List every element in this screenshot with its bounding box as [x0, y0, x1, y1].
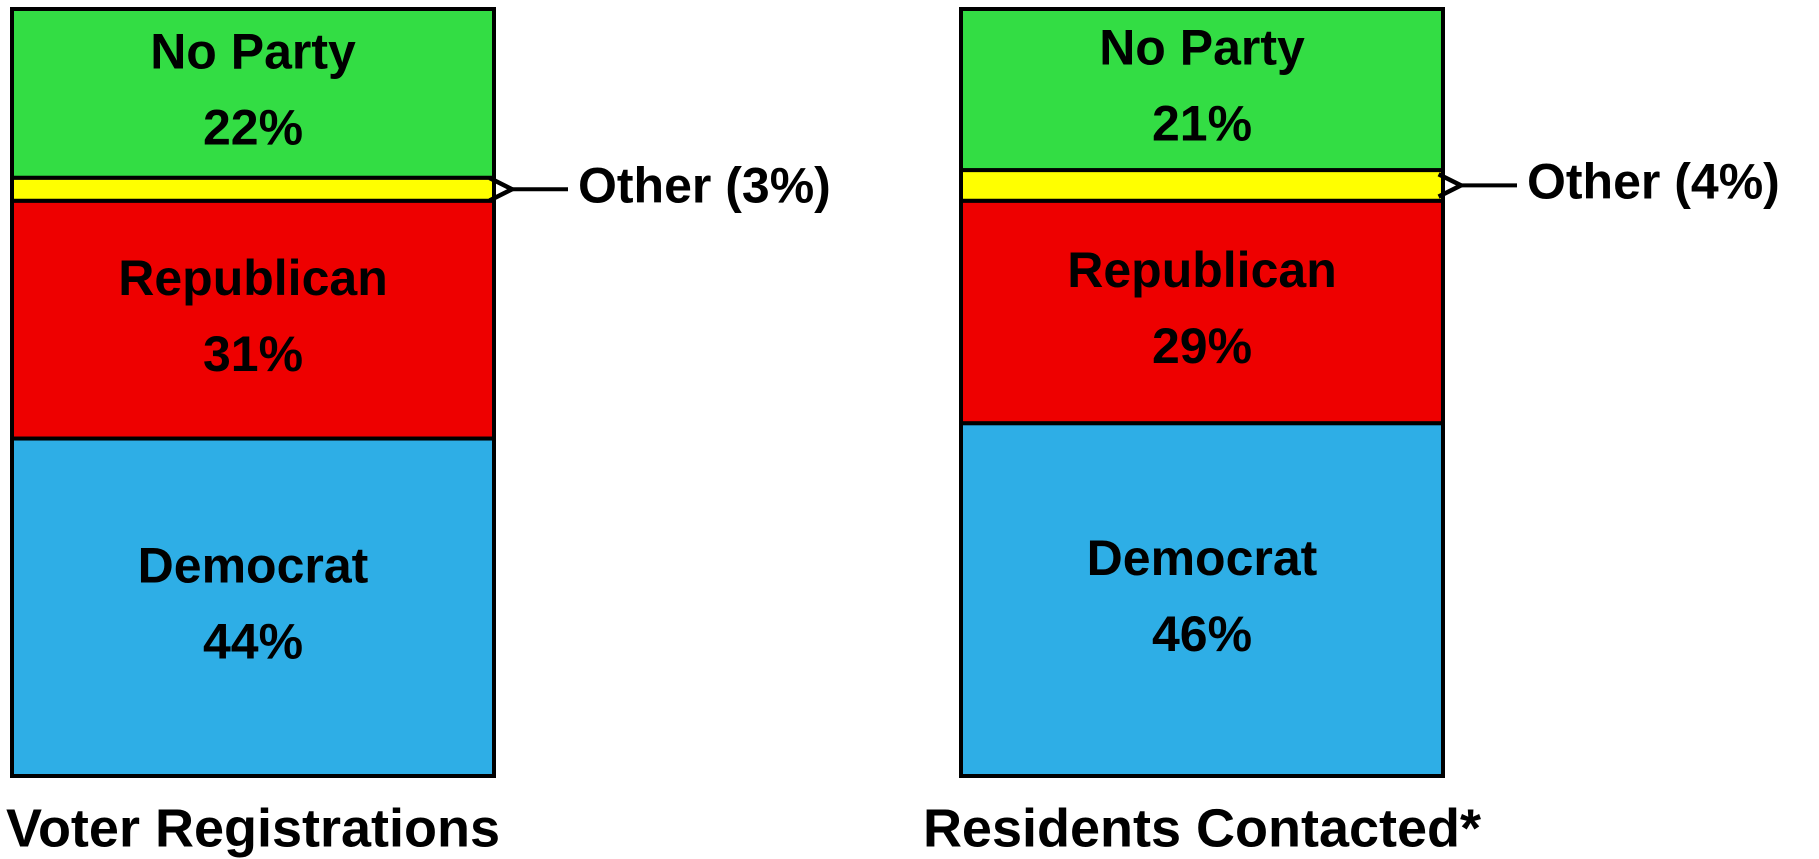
- segment-name: No Party: [1099, 20, 1305, 76]
- segment-name: Republican: [118, 250, 387, 306]
- value-label: 46%: [1152, 606, 1252, 662]
- bar-segment: [10, 198, 496, 441]
- value-label: 31%: [203, 326, 303, 382]
- bar-segment: [10, 436, 496, 778]
- bar-segment: [10, 175, 496, 203]
- bar-segment: [959, 421, 1445, 778]
- segment-name: No Party: [150, 24, 356, 80]
- value-label: 44%: [203, 613, 303, 669]
- segment-name: Republican: [1067, 242, 1336, 298]
- value-label: 22%: [203, 100, 303, 156]
- value-label: 29%: [1152, 318, 1252, 374]
- segment-name: Democrat: [1087, 530, 1318, 586]
- bar-segment: [10, 7, 496, 180]
- bar-segment: [959, 198, 1445, 426]
- value-label: 21%: [1152, 96, 1252, 152]
- x-tick-label: Residents Contacted*: [923, 798, 1481, 858]
- bar-segment: [959, 168, 1445, 203]
- value-label: Other (3%): [578, 157, 831, 213]
- x-tick-label: Voter Registrations: [6, 798, 500, 858]
- bar-segment: [959, 7, 1445, 173]
- value-label: Other (4%): [1527, 154, 1780, 210]
- segment-name: Democrat: [138, 537, 369, 593]
